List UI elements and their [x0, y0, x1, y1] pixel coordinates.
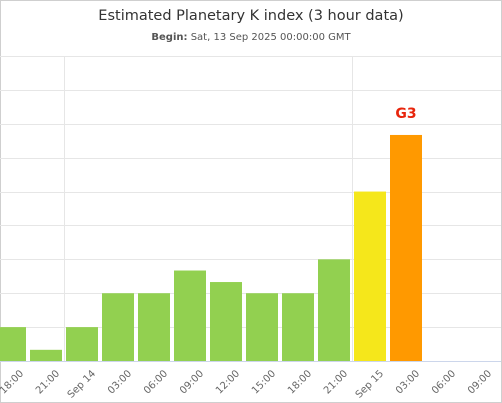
bar-6 [210, 282, 242, 361]
chart-title: Estimated Planetary K index (3 hour data… [98, 8, 404, 24]
bar-8 [282, 293, 314, 361]
bar-3 [102, 293, 134, 361]
bar-5 [174, 270, 206, 361]
x-tick-label: 21:00 [34, 368, 62, 396]
x-tick-label: 03:00 [394, 368, 422, 396]
x-tick-label: 09:00 [466, 368, 494, 396]
x-tick-label: Sep 14 [66, 368, 98, 400]
x-tick-label: 21:00 [322, 368, 350, 396]
chart-subtitle: Begin: Sat, 13 Sep 2025 00:00:00 GMT [0, 32, 502, 43]
bar-9 [318, 259, 350, 361]
x-tick-label: Sep 15 [354, 368, 386, 400]
bar-2 [66, 327, 98, 361]
subtitle-value: Sat, 13 Sep 2025 00:00:00 GMT [190, 32, 351, 43]
x-tick-label: 18:00 [286, 368, 314, 396]
subtitle-label: Begin: [151, 32, 188, 43]
bar-1 [30, 349, 62, 361]
bar-11 [390, 134, 422, 361]
bar-0 [0, 327, 26, 361]
x-tick-label: 15:00 [250, 368, 278, 396]
x-tick-label: 03:00 [106, 368, 134, 396]
x-tick-label: 06:00 [430, 368, 458, 396]
x-tick-label: 18:00 [0, 368, 26, 396]
x-tick-label: 06:00 [142, 368, 170, 396]
storm-level-label: G3 [395, 106, 416, 122]
bar-10 [354, 191, 386, 361]
bar-4 [138, 293, 170, 361]
x-tick-label: 12:00 [214, 368, 242, 396]
x-tick-label: 09:00 [178, 368, 206, 396]
bar-7 [246, 293, 278, 361]
